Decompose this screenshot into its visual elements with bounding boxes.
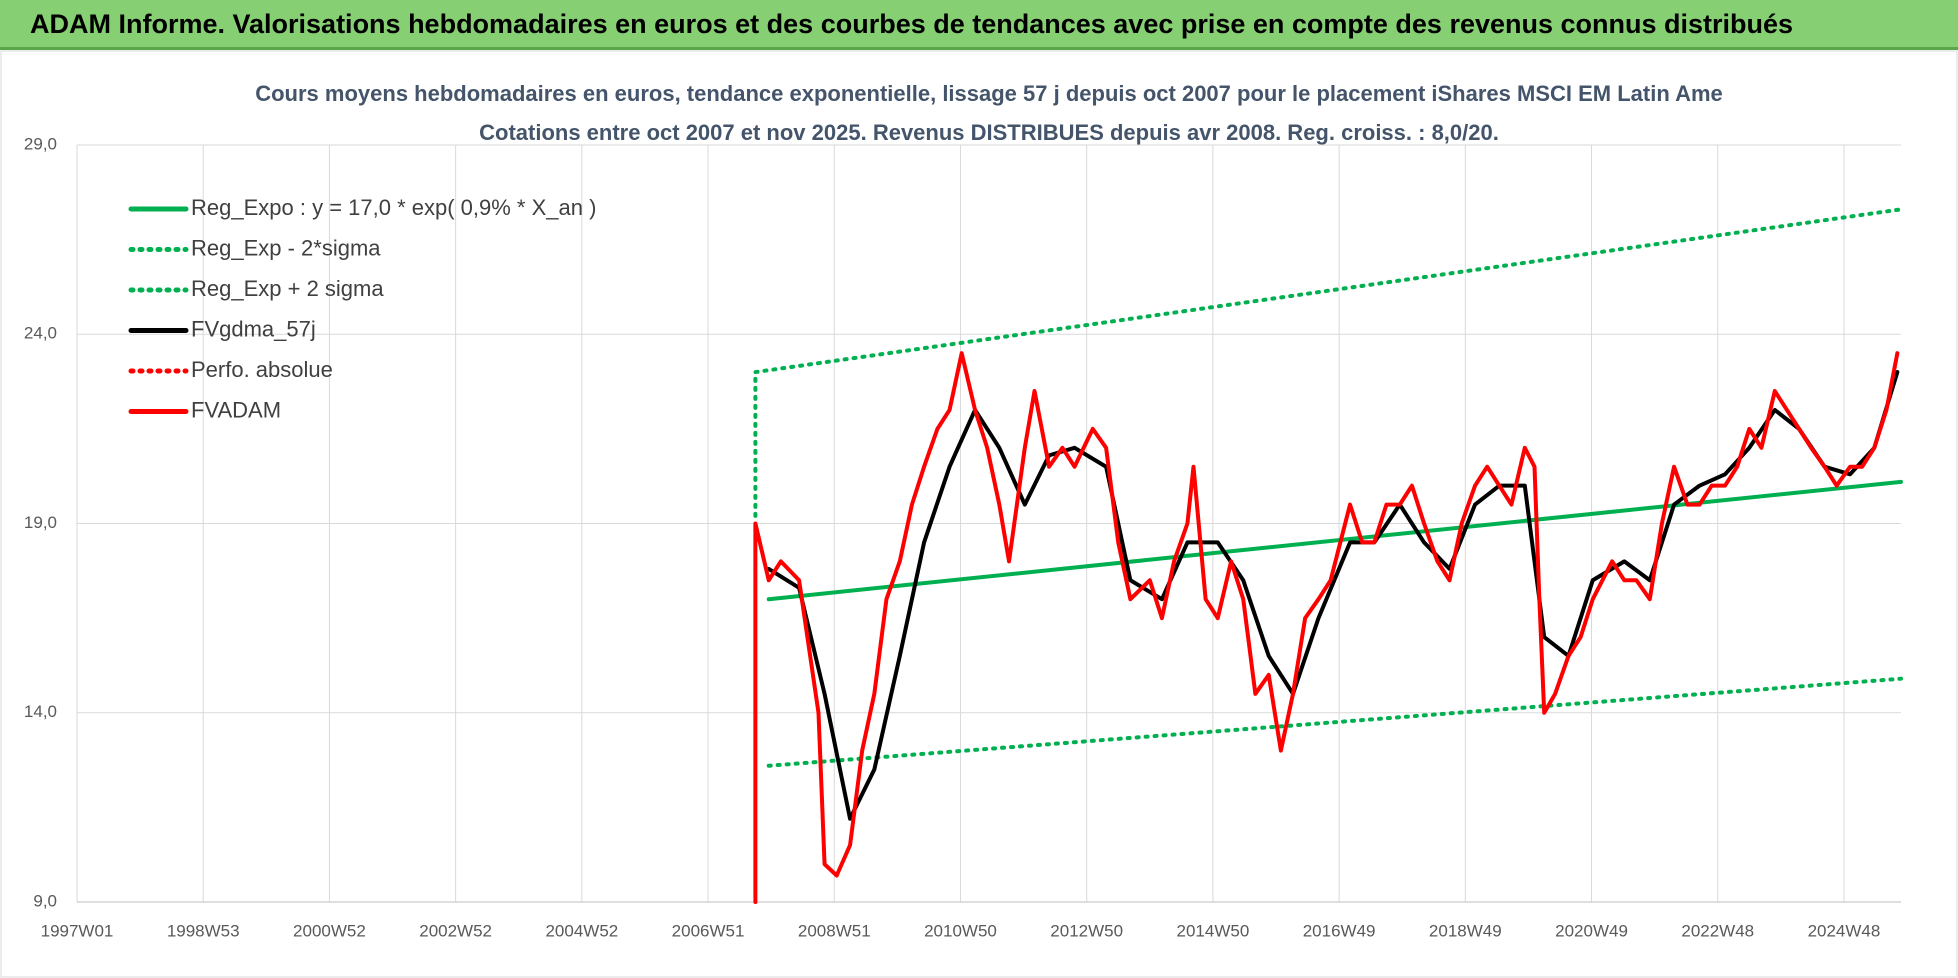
x-tick-label: 2012W50 — [1050, 921, 1123, 940]
legend-label: Reg_Exp - 2*sigma — [191, 235, 381, 260]
series-line — [753, 351, 1900, 904]
chart-subtitle: Cotations entre oct 2007 et nov 2025. Re… — [479, 120, 1499, 145]
chart-frame — [0, 50, 1958, 978]
legend-label: FVgdma_57j — [191, 316, 316, 341]
x-tick-label: 2010W50 — [924, 921, 997, 940]
x-tick-label: 1997W01 — [41, 921, 114, 940]
x-tick-label: 2006W51 — [672, 921, 745, 940]
legend-label: FVADAM — [191, 397, 281, 422]
y-tick-label: 14,0 — [24, 702, 57, 721]
y-tick-label: 9,0 — [33, 891, 57, 910]
y-tick-label: 19,0 — [24, 513, 57, 532]
legend-label: Reg_Expo : y = 17,0 * exp( 0,9% * X_an ) — [191, 195, 596, 220]
y-tick-label: 29,0 — [24, 134, 57, 153]
legend-label: Perfo. absolue — [191, 357, 333, 382]
series-line — [766, 676, 1903, 768]
x-tick-label: 2022W48 — [1681, 921, 1754, 940]
header-banner: ADAM Informe. Valorisations hebdomadaire… — [0, 0, 1958, 50]
chart: Cours moyens hebdomadaires en euros, ten… — [0, 50, 1958, 978]
x-tick-label: 1998W53 — [167, 921, 240, 940]
series-line — [766, 479, 1903, 602]
x-tick-label: 2014W50 — [1177, 921, 1250, 940]
header-title: ADAM Informe. Valorisations hebdomadaire… — [30, 9, 1794, 39]
x-tick-label: 2000W52 — [293, 921, 366, 940]
x-tick-label: 2024W48 — [1808, 921, 1881, 940]
series-line — [766, 370, 1900, 821]
x-tick-label: 2008W51 — [798, 921, 871, 940]
x-tick-label: 2002W52 — [419, 921, 492, 940]
x-tick-label: 2004W52 — [545, 921, 618, 940]
x-tick-label: 2018W49 — [1429, 921, 1502, 940]
legend-label: Reg_Exp + 2 sigma — [191, 276, 384, 301]
x-tick-label: 2016W49 — [1303, 921, 1376, 940]
y-tick-label: 24,0 — [24, 324, 57, 343]
series-line — [753, 207, 1903, 518]
chart-title: Cours moyens hebdomadaires en euros, ten… — [255, 81, 1723, 106]
x-tick-label: 2020W49 — [1555, 921, 1628, 940]
